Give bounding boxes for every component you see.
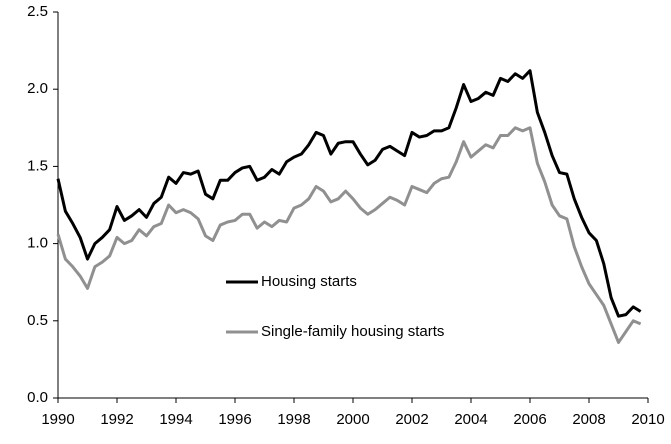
y-tick-label: 0.0 [27, 389, 48, 406]
x-tick-label: 1994 [159, 411, 192, 428]
series-line [56, 126, 642, 344]
x-tick-label: 1996 [218, 411, 251, 428]
y-tick-label: 1.0 [27, 235, 48, 252]
x-tick-label: 2004 [454, 411, 487, 428]
x-tick-label: 2000 [336, 411, 369, 428]
y-tick-label: 2.0 [27, 80, 48, 97]
legend-label: Single-family housing starts [261, 323, 444, 340]
x-tick-label: 1992 [100, 411, 133, 428]
x-tick-label: 2008 [572, 411, 605, 428]
x-tick-label: 2002 [395, 411, 428, 428]
x-tick-label: 2006 [513, 411, 546, 428]
x-tick-label: 1998 [277, 411, 310, 428]
x-tick-label: 1990 [41, 411, 74, 428]
x-tick-label: 2010 [631, 411, 664, 428]
y-tick-label: 2.5 [27, 3, 48, 20]
y-tick-label: 1.5 [27, 157, 48, 174]
y-tick-label: 0.5 [27, 312, 48, 329]
series-line [56, 69, 642, 318]
legend-label: Housing starts [261, 273, 357, 290]
